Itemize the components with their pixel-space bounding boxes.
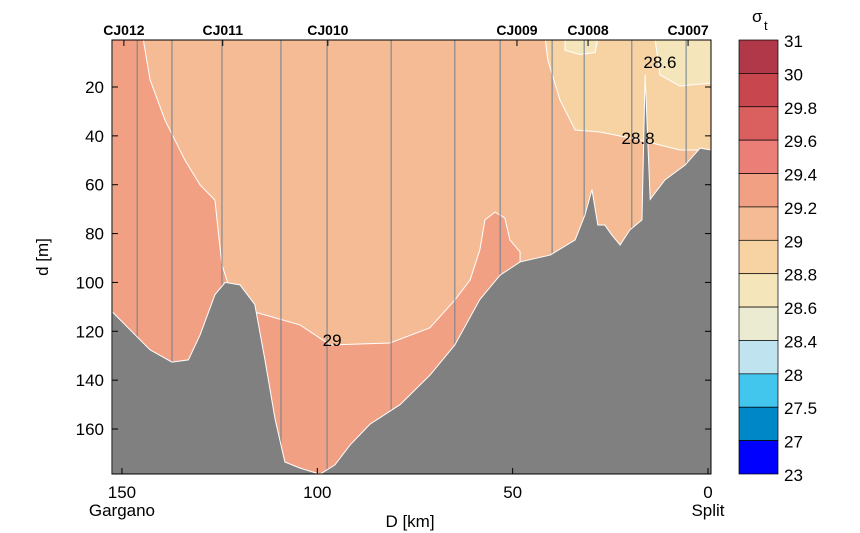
- contour-label: 29: [323, 331, 342, 350]
- colorbar-segment: [738, 273, 779, 308]
- colorbar-title: σ: [752, 7, 763, 26]
- station-label: CJ008: [567, 22, 608, 38]
- colorbar-label: 27: [784, 433, 803, 452]
- colorbar-label: 30: [784, 65, 803, 84]
- x-end-label: Gargano: [89, 501, 155, 520]
- colorbar-segment: [738, 406, 779, 441]
- colorbar-segment: [738, 340, 779, 375]
- y-tick-label: 40: [85, 127, 104, 146]
- colorbar-label: 29.2: [784, 199, 817, 218]
- colorbar-segment: [738, 206, 779, 241]
- colorbar: 31 30 29.8 29.6 29.4 29.2 29 28.8 28.6 28.4 28 27.5…: [738, 7, 817, 485]
- station-label: CJ009: [496, 22, 537, 38]
- colorbar-segment: [738, 440, 779, 475]
- colorbar-label: 31: [784, 32, 803, 51]
- colorbar-label: 29.8: [784, 99, 817, 118]
- colorbar-segment: [738, 173, 779, 208]
- y-tick-label: 80: [85, 225, 104, 244]
- colorbar-label: 28: [784, 366, 803, 385]
- axes: 150 100 50 0 Gargano Split 20 40 60 80 100 120 140 16…: [76, 22, 725, 520]
- contour-label: 28.6: [643, 53, 676, 72]
- y-tick-label: 140: [76, 371, 104, 390]
- station-label: CJ007: [667, 22, 708, 38]
- colorbar-title-subscript: t: [764, 18, 768, 33]
- y-tick-label: 160: [76, 420, 104, 439]
- plot-area: 29 28.6 28.8: [112, 40, 711, 474]
- station-label: CJ010: [307, 22, 348, 38]
- x-tick-label: 100: [303, 483, 331, 502]
- colorbar-label: 29: [784, 232, 803, 251]
- x-tick-label: 0: [703, 483, 712, 502]
- y-tick-label: 60: [85, 176, 104, 195]
- colorbar-label: 28.8: [784, 266, 817, 285]
- colorbar-segment: [738, 139, 779, 174]
- colorbar-segment: [738, 306, 779, 341]
- colorbar-segment: [738, 373, 779, 408]
- y-tick-label: 100: [76, 273, 104, 292]
- plot-frame: [111, 39, 712, 475]
- contour-label: 28.8: [622, 129, 655, 148]
- colorbar-label: 29.6: [784, 132, 817, 151]
- x-end-label: Split: [691, 501, 724, 520]
- y-axis-label: d [m]: [33, 238, 52, 276]
- region-28.6-28.8: [654, 40, 711, 87]
- colorbar-label: 28.4: [784, 332, 817, 351]
- y-tick-label: 20: [85, 78, 104, 97]
- x-axis-label: D [km]: [385, 512, 434, 531]
- station-label: CJ012: [103, 22, 144, 38]
- y-tick-label: 120: [76, 322, 104, 341]
- colorbar-label: 27.5: [784, 399, 817, 418]
- colorbar-segment: [738, 239, 779, 275]
- bathymetry: [112, 74, 711, 474]
- colorbar-label: 29.4: [784, 166, 817, 185]
- x-tick-label: 50: [503, 483, 522, 502]
- colorbar-segment: [738, 39, 779, 74]
- colorbar-segment: [738, 106, 779, 141]
- colorbar-label: 23: [784, 466, 803, 485]
- station-label: CJ011: [203, 22, 244, 38]
- colorbar-segment: [738, 73, 779, 108]
- region-28.6-28.8: [564, 40, 598, 56]
- x-tick-label: 150: [108, 483, 136, 502]
- colorbar-label: 28.6: [784, 299, 817, 318]
